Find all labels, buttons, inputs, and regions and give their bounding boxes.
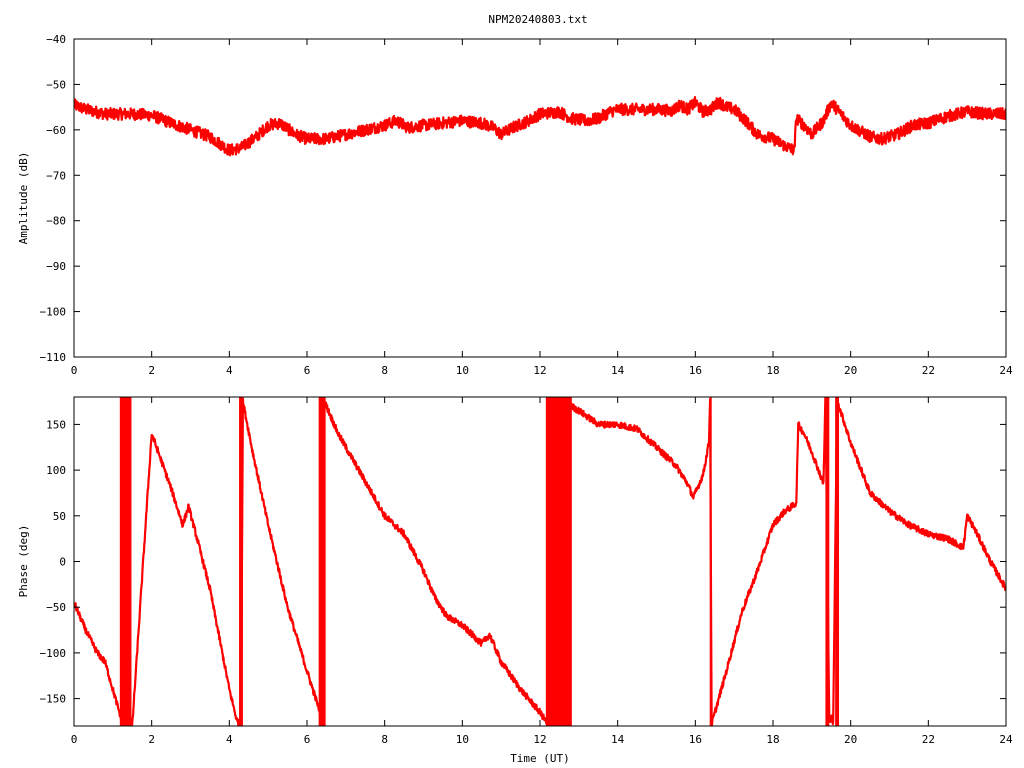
x-tick-label: 20: [844, 733, 857, 746]
x-tick-label: 16: [689, 364, 702, 377]
x-tick-label: 4: [226, 733, 233, 746]
phase-wrap-band-3: [545, 397, 572, 726]
x-tick-label: 18: [766, 364, 779, 377]
phase-wrap-band-2: [318, 397, 326, 726]
x-tick-label: 20: [844, 364, 857, 377]
y-tick-label: 50: [53, 510, 66, 523]
y-tick-label: −150: [40, 693, 67, 706]
y-tick-label: −110: [40, 351, 67, 364]
x-tick-label: 24: [999, 733, 1013, 746]
x-tick-label: 10: [456, 364, 469, 377]
x-tick-label: 22: [922, 733, 935, 746]
x-tick-label: 10: [456, 733, 469, 746]
y-tick-label: −60: [46, 124, 66, 137]
phase-wrap-band-6: [835, 397, 840, 726]
phase-wrap-band-4: [709, 397, 712, 726]
y-tick-label: 150: [46, 418, 66, 431]
y-axis-label: Amplitude (dB): [17, 152, 30, 245]
x-tick-label: 18: [766, 733, 779, 746]
x-tick-label: 14: [611, 364, 625, 377]
x-tick-label: 8: [381, 733, 388, 746]
phase-wrap-band-0: [119, 397, 132, 726]
x-tick-label: 14: [611, 733, 625, 746]
y-axis-label: Phase (deg): [17, 525, 30, 598]
x-tick-label: 24: [999, 364, 1013, 377]
x-tick-label: 6: [304, 364, 311, 377]
x-tick-label: 16: [689, 733, 702, 746]
x-tick-label: 22: [922, 364, 935, 377]
phase-panel: 0 2 4 6 8 10 12 14 16 18 20 22 24−150−100−5005010015…: [17, 396, 1013, 765]
chart-title: NPM20240803.txt: [488, 13, 587, 26]
y-tick-label: −80: [46, 215, 66, 228]
y-tick-label: −100: [40, 306, 67, 319]
series-line-0: [74, 397, 1006, 726]
series-line-0: [74, 95, 1006, 157]
x-tick-label: 8: [381, 364, 388, 377]
x-tick-label: 6: [304, 733, 311, 746]
y-tick-label: −50: [46, 78, 66, 91]
y-tick-label: −90: [46, 260, 66, 273]
y-tick-label: 100: [46, 464, 66, 477]
x-tick-label: 0: [71, 364, 78, 377]
phase-wrap-band-1: [239, 397, 243, 726]
y-tick-label: −40: [46, 33, 66, 46]
x-tick-label: 4: [226, 364, 233, 377]
y-tick-label: −50: [46, 601, 66, 614]
x-axis-label: Time (UT): [510, 752, 570, 765]
x-tick-label: 12: [533, 733, 546, 746]
x-tick-label: 0: [71, 733, 78, 746]
phase-wrap-band-5: [825, 397, 830, 726]
x-tick-label: 2: [148, 364, 155, 377]
y-tick-label: −70: [46, 169, 66, 182]
amplitude-panel: 0 2 4 6 8 10 12 14 16 18 20 22 24−110−100−90−80−70−6…: [17, 33, 1013, 377]
x-tick-label: 12: [533, 364, 546, 377]
x-tick-label: 2: [148, 733, 155, 746]
y-tick-label: 0: [59, 556, 66, 569]
y-tick-label: −100: [40, 647, 67, 660]
